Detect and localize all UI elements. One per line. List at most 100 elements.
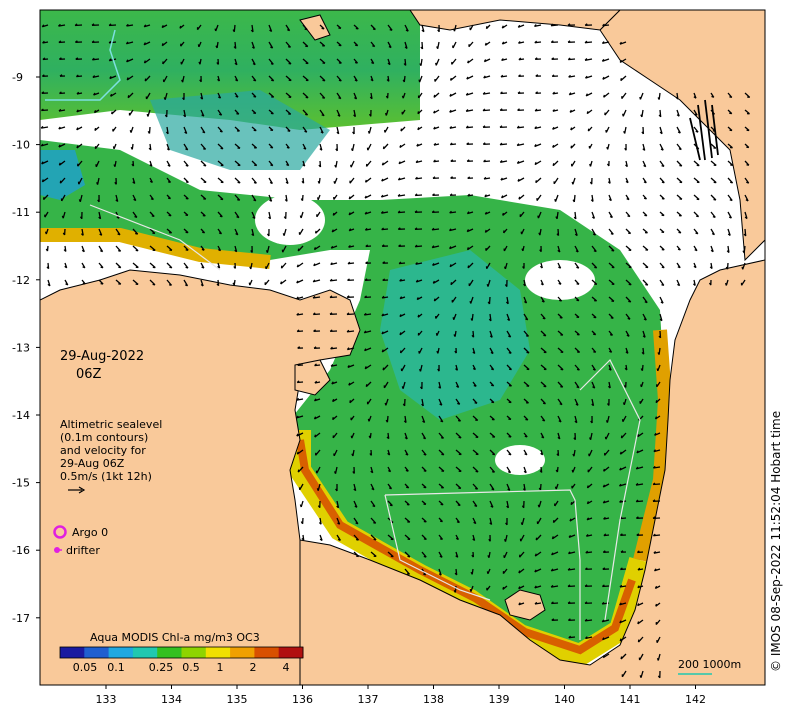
colorbar-title: Aqua MODIS Chl-a mg/m3 OC3 (90, 631, 260, 644)
velocity-arrow-head (657, 369, 658, 371)
colorbar-segment (206, 647, 231, 658)
velocity-arrow-head (368, 419, 369, 421)
velocity-arrow-head (450, 264, 451, 266)
velocity-arrow-head (590, 438, 591, 440)
lon-tick-label: 140 (554, 693, 575, 706)
velocity-arrow-head (451, 282, 452, 284)
velocity-arrow-head (287, 147, 289, 148)
velocity-arrow-head (607, 420, 608, 422)
velocity-arrow-head (555, 199, 556, 202)
velocity-arrow-head (611, 234, 613, 235)
velocity-arrow-head (577, 284, 579, 285)
lon-tick-label: 142 (685, 693, 706, 706)
velocity-arrow-head (468, 266, 469, 268)
lon-tick-label: 136 (292, 693, 313, 706)
lat-tick-label: -13 (12, 341, 30, 354)
lon-tick-label: 133 (96, 693, 117, 706)
velocity-arrow-head (587, 111, 588, 113)
velocity-arrow-head (334, 181, 335, 183)
velocity-arrow-head (352, 454, 353, 456)
velocity-arrow-head (400, 332, 401, 334)
velocity-arrow-head (355, 80, 357, 81)
colorbar-segment (254, 647, 279, 658)
velocity-arrow-head (434, 111, 435, 113)
velocity-arrow-head (487, 284, 488, 286)
argo-label: Argo 0 (72, 526, 108, 539)
velocity-arrow-head (373, 523, 375, 524)
velocity-arrow-head (382, 163, 383, 165)
velocity-arrow-head (130, 130, 131, 132)
velocity-arrow-head (237, 200, 240, 201)
lon-tick-label: 138 (423, 693, 444, 706)
velocity-arrow-head (338, 539, 340, 540)
velocity-arrow-head (628, 301, 631, 302)
velocity-arrow-head (281, 282, 282, 284)
lat-tick-label: -14 (12, 409, 30, 422)
lon-tick-label: 141 (620, 693, 641, 706)
velocity-arrow-head (543, 318, 545, 319)
velocity-arrow-head (474, 386, 476, 387)
velocity-arrow-head (594, 251, 596, 252)
lat-tick-label: -16 (12, 544, 30, 557)
velocity-arrow-head (656, 400, 657, 403)
velocity-arrow-head (59, 163, 60, 165)
velocity-arrow-head (593, 352, 595, 353)
legend-line: (0.1m contours) (60, 431, 148, 444)
velocity-arrow-head (250, 267, 251, 269)
velocity-arrow-head (505, 267, 506, 269)
velocity-arrow-head (145, 61, 146, 63)
velocity-arrow-head (356, 540, 358, 541)
colorbar-tick-label: 0.05 (73, 661, 98, 674)
velocity-arrow-head (372, 46, 374, 47)
velocity-arrow-head (300, 505, 301, 507)
velocity-arrow-head (365, 366, 366, 368)
colorbar-tick-label: 0.25 (149, 661, 174, 674)
velocity-arrow-head (111, 94, 112, 96)
velocity-arrow-head (577, 369, 579, 370)
velocity-arrow-head (305, 114, 307, 115)
velocity-arrow-head (169, 285, 171, 286)
velocity-arrow-head (317, 488, 318, 490)
velocity-arrow-head (678, 249, 680, 250)
velocity-arrow-head (485, 230, 486, 232)
velocity-arrow-head (420, 369, 421, 371)
velocity-arrow-head (559, 283, 561, 284)
velocity-arrow-head (406, 487, 409, 488)
velocity-arrow-head (522, 249, 523, 251)
velocity-arrow-head (316, 231, 317, 233)
colorbar-segment (230, 647, 255, 658)
velocity-arrow-head (525, 454, 527, 455)
velocity-arrow-head (539, 233, 540, 235)
velocity-arrow-head (623, 114, 624, 117)
velocity-arrow-head (475, 403, 477, 404)
velocity-arrow-head (525, 436, 527, 437)
velocity-arrow-head (570, 519, 571, 521)
velocity-arrow-head (746, 182, 748, 183)
velocity-arrow-head (521, 522, 522, 524)
velocity-arrow-head (162, 43, 163, 45)
velocity-arrow-head (418, 111, 419, 113)
velocity-arrow-head (742, 267, 743, 269)
velocity-arrow-head (147, 114, 148, 116)
velocity-arrow-head (457, 522, 459, 523)
velocity-arrow-head (502, 26, 503, 28)
velocity-arrow-head (168, 182, 170, 183)
velocity-arrow-head (696, 233, 698, 234)
velocity-arrow-head (199, 62, 200, 64)
velocity-arrow-head (656, 604, 657, 606)
velocity-arrow-head (220, 216, 222, 217)
velocity-arrow-head (424, 539, 427, 540)
scale-label: 200 1000m (678, 658, 741, 671)
lon-tick-label: 139 (489, 693, 510, 706)
velocity-arrow-head (458, 421, 460, 422)
velocity-arrow-head (315, 435, 316, 437)
velocity-arrow-head (604, 95, 605, 97)
velocity-arrow-head (525, 319, 527, 320)
latitude-axis: -9-10-11-12-13-14-15-16-17 (12, 71, 40, 625)
velocity-arrow-head (322, 98, 324, 99)
velocity-arrow-head (288, 131, 291, 132)
velocity-arrow-head (254, 200, 256, 201)
velocity-arrow-head (318, 197, 319, 199)
velocity-arrow-head (695, 114, 697, 115)
velocity-arrow-head (519, 571, 520, 573)
